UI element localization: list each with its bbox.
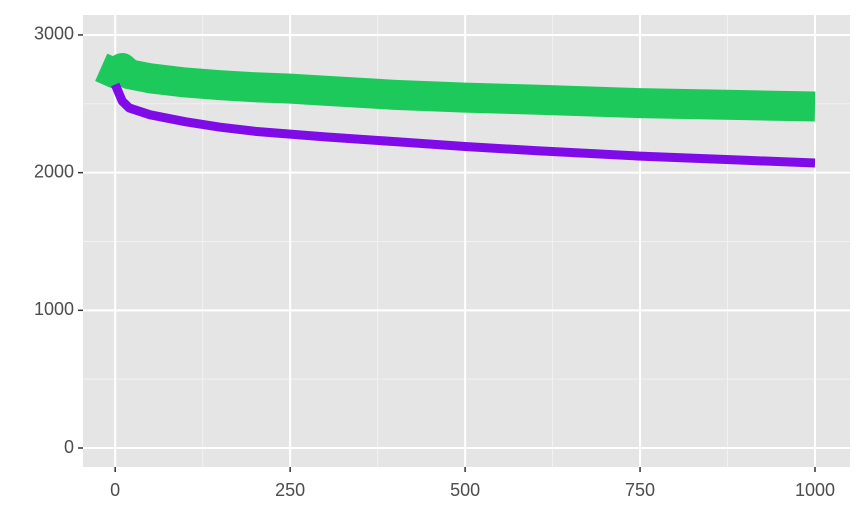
- x-tick-label: 250: [275, 480, 305, 500]
- series-line: [111, 82, 816, 168]
- y-tick-label: 2000: [34, 161, 74, 181]
- series-line: [95, 53, 816, 122]
- x-tick-label: 500: [450, 480, 480, 500]
- y-tick-label: 3000: [34, 24, 74, 44]
- x-tick-label: 0: [110, 480, 120, 500]
- y-tick-label: 0: [64, 437, 74, 457]
- x-tick-label: 1000: [795, 480, 835, 500]
- y-tick-label: 1000: [34, 299, 74, 319]
- x-tick-label: 750: [625, 480, 655, 500]
